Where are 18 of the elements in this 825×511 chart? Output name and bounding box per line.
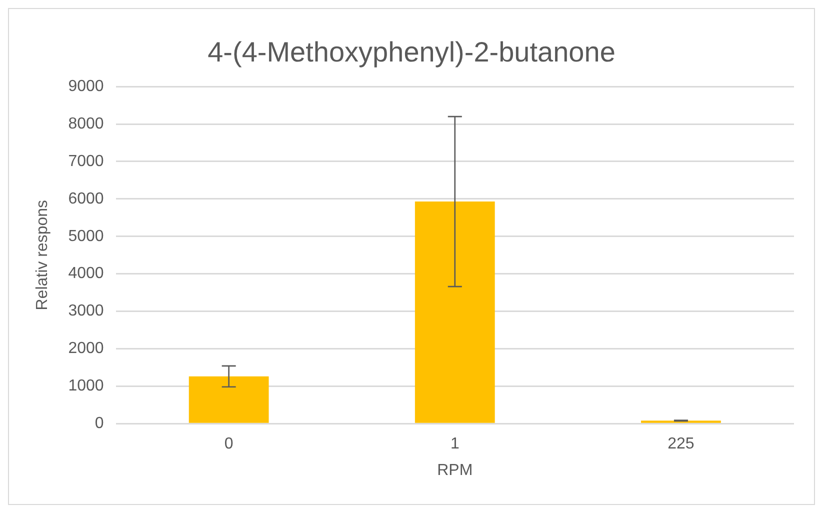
- y-tick-label: 5000: [68, 228, 104, 245]
- chart-title: 4-(4-Methoxyphenyl)-2-butanone: [208, 36, 616, 68]
- y-axis-title: Relativ respons: [34, 200, 52, 310]
- x-tick-label: 1: [450, 436, 460, 453]
- x-tick-label: 0: [224, 436, 234, 453]
- x-axis-title: RPM: [437, 462, 473, 479]
- y-tick-label: 3000: [68, 302, 104, 320]
- y-tick-label: 8000: [68, 115, 104, 132]
- y-tick-label: 2000: [68, 340, 104, 358]
- bar: [414, 202, 495, 423]
- y-tick-label: 6000: [68, 190, 104, 208]
- y-tick-label: 1000: [68, 378, 104, 395]
- bar: [188, 376, 269, 423]
- y-tick-label: 4000: [68, 265, 104, 282]
- y-tick-label: 0: [94, 415, 104, 432]
- x-tick-label: 225: [668, 436, 694, 453]
- y-tick-label: 7000: [68, 152, 104, 170]
- y-tick-label: 9000: [68, 78, 104, 96]
